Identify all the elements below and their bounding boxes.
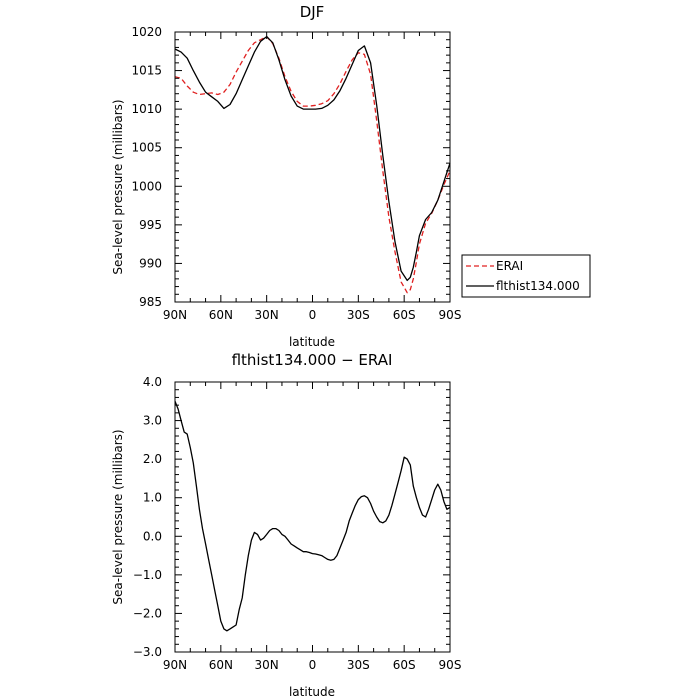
bottom-x-tick-label: 60S [393, 658, 416, 672]
panel-bottom: flthist134.000 − ERAI Sea-level pressure… [111, 351, 461, 699]
top-y-tick-label: 1010 [131, 102, 162, 116]
bottom-y-tick-label: −2.0 [133, 606, 162, 620]
bottom-x-axis-label: latitude [289, 685, 335, 699]
top-y-tick-label: 990 [139, 256, 162, 270]
bottom-y-tick-label: 0.0 [143, 529, 162, 543]
legend: ERAI flthist134.000 [461, 254, 591, 298]
top-plot-frame [174, 31, 451, 303]
bottom-y-axis-label: Sea-level pressure (millibars) [111, 429, 125, 604]
bottom-y-ticks: −3.0 −2.0 −1.0 0.0 1.0 2.0 3.0 4.0 [133, 375, 450, 659]
bottom-series-group [174, 401, 451, 632]
bottom-x-tick-label: 90S [439, 658, 462, 672]
top-x-tick-label: 60N [209, 308, 233, 322]
top-y-ticks: 985 990 995 1000 1005 1010 1015 1020 [131, 25, 450, 309]
top-series-line-0 [174, 35, 451, 294]
bottom-x-tick-label: 30S [347, 658, 370, 672]
bottom-y-tick-label: 1.0 [143, 491, 162, 505]
bottom-y-tick-label: 3.0 [143, 414, 162, 428]
bottom-x-ticks: 90N 60N 30N 0 30S 60S 90S [163, 382, 462, 672]
top-x-axis-label: latitude [289, 335, 335, 349]
bottom-y-tick-label: −3.0 [133, 645, 162, 659]
legend-box [461, 254, 591, 298]
legend-label-erai: ERAI [496, 259, 523, 273]
bottom-plot-frame [174, 381, 451, 653]
top-y-tick-label: 995 [139, 218, 162, 232]
top-x-tick-label: 90S [439, 308, 462, 322]
panel-top: DJF Sea-level pressure (millibars) latit… [111, 3, 591, 349]
bottom-x-tick-label: 90N [163, 658, 187, 672]
top-y-tick-label: 1015 [131, 64, 162, 78]
top-x-ticks: 90N 60N 30N 0 30S 60S 90S [163, 32, 462, 322]
bottom-y-tick-label: −1.0 [133, 568, 162, 582]
top-y-tick-label: 1020 [131, 25, 162, 39]
top-x-tick-label: 60S [393, 308, 416, 322]
legend-label-flthist: flthist134.000 [496, 279, 580, 293]
bottom-x-tick-label: 60N [209, 658, 233, 672]
bottom-y-tick-label: 4.0 [143, 375, 162, 389]
top-series-group [174, 35, 451, 294]
top-series-line-1 [174, 35, 451, 282]
bottom-x-tick-label: 0 [309, 658, 317, 672]
bottom-series-line-0 [174, 401, 451, 632]
bottom-x-tick-label: 30N [255, 658, 279, 672]
top-x-tick-label: 30S [347, 308, 370, 322]
top-y-axis-label: Sea-level pressure (millibars) [111, 99, 125, 274]
top-y-tick-label: 1000 [131, 179, 162, 193]
top-y-tick-label: 985 [139, 295, 162, 309]
top-chart-title: DJF [300, 3, 325, 21]
top-x-tick-label: 90N [163, 308, 187, 322]
top-x-tick-label: 0 [309, 308, 317, 322]
bottom-chart-title: flthist134.000 − ERAI [232, 351, 393, 369]
bottom-y-tick-label: 2.0 [143, 452, 162, 466]
top-y-tick-label: 1005 [131, 141, 162, 155]
top-x-tick-label: 30N [255, 308, 279, 322]
